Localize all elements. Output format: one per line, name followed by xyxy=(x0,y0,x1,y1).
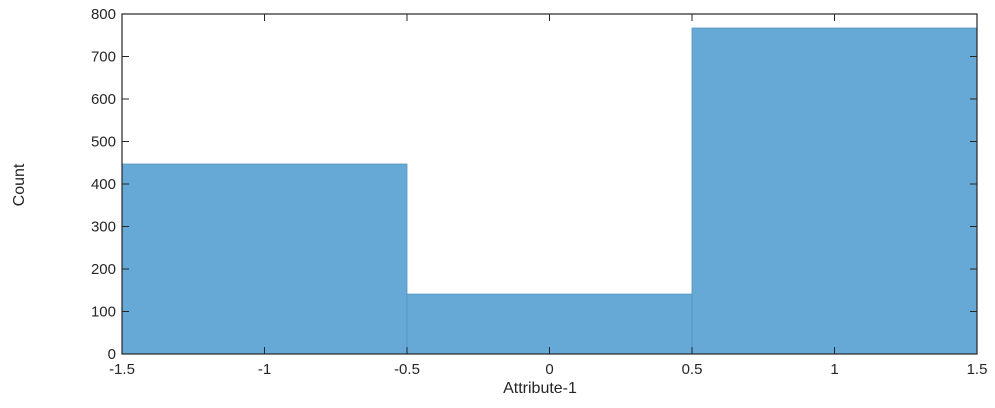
ticks-layer: -1.5 -1 -0.5 0 0.5 1 1.5 0 100 200 300 400 500 600 700… xyxy=(91,6,987,378)
y-tick-label: 100 xyxy=(91,304,116,321)
y-tick-label: 400 xyxy=(91,176,116,193)
x-tick-label: -1.5 xyxy=(109,361,135,378)
histogram-bar-2 xyxy=(691,27,978,355)
x-tick-label: 0.5 xyxy=(682,361,703,378)
y-axis-label: Count xyxy=(11,163,28,206)
y-tick-label: 0 xyxy=(108,346,116,363)
histogram-bar-1 xyxy=(406,293,693,355)
histogram-bar-0 xyxy=(121,163,408,355)
bars-layer xyxy=(121,27,978,355)
y-tick-label: 600 xyxy=(91,91,116,108)
x-tick-label: -1 xyxy=(258,361,271,378)
x-tick-label: 1.5 xyxy=(967,361,988,378)
x-tick-label: -0.5 xyxy=(394,361,420,378)
y-tick-label: 800 xyxy=(91,6,116,23)
x-tick-label: 1 xyxy=(830,361,838,378)
y-tick-label: 500 xyxy=(91,134,116,151)
y-tick-label: 200 xyxy=(91,261,116,278)
y-tick-label: 700 xyxy=(91,49,116,66)
x-tick-label: 0 xyxy=(545,361,553,378)
y-tick-label: 300 xyxy=(91,219,116,236)
x-axis-label: Attribute-1 xyxy=(503,380,577,397)
